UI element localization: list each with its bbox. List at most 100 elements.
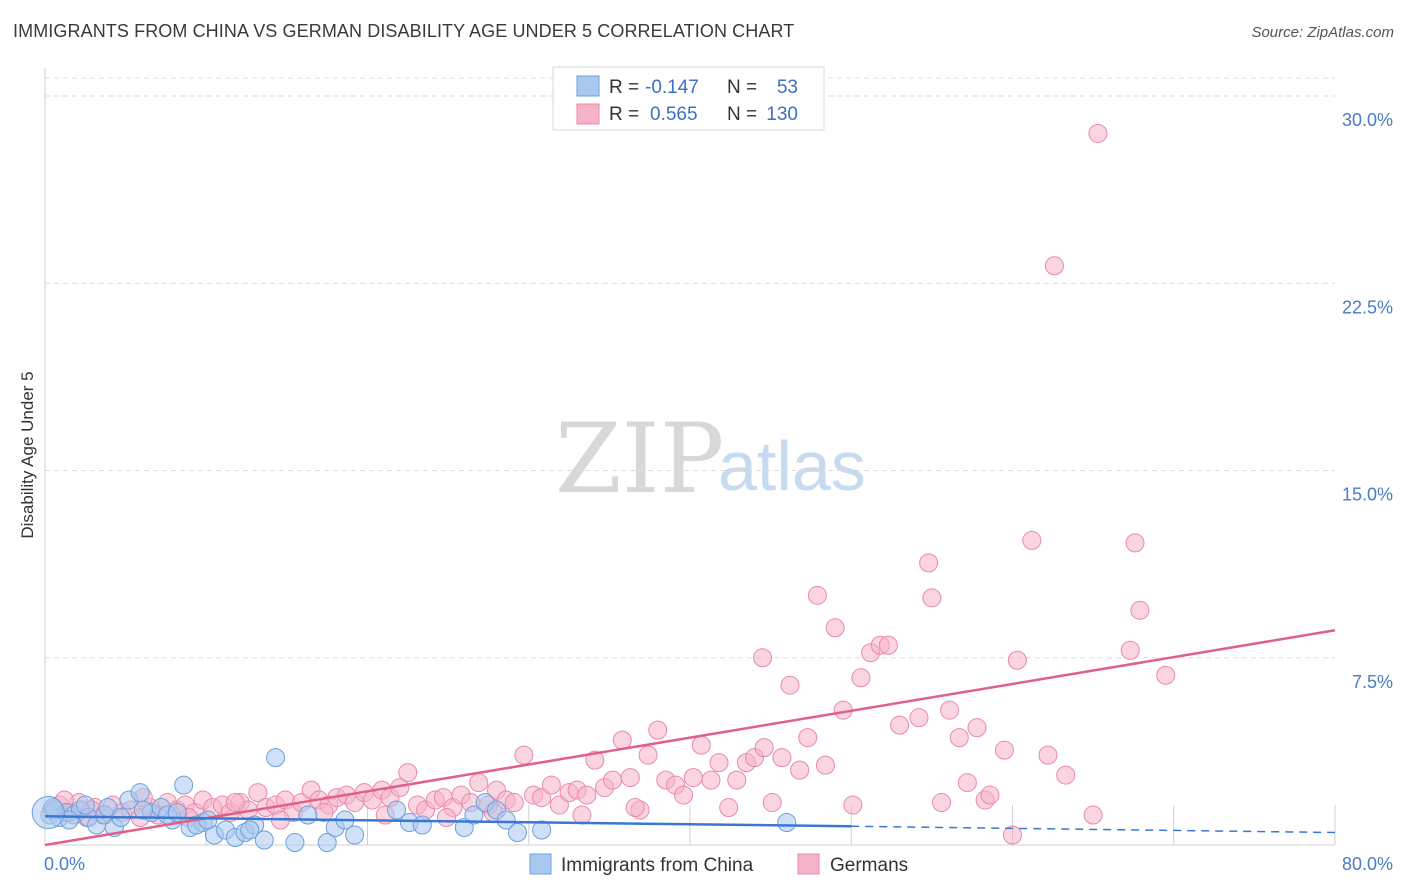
- bottom-legend-label-germans: Germans: [830, 855, 908, 876]
- data-point: [130, 783, 150, 803]
- data-point: [133, 800, 153, 820]
- bottom-legend-label-china: Immigrants from China: [561, 855, 754, 876]
- data-point: [919, 553, 939, 573]
- data-point: [1038, 745, 1058, 765]
- data-point: [843, 795, 863, 815]
- data-point: [709, 753, 729, 773]
- watermark-zip: ZIP: [555, 403, 724, 515]
- data-point: [772, 748, 792, 768]
- data-point: [777, 813, 797, 833]
- series-legend: Immigrants from China Germans: [529, 853, 908, 876]
- trend-lines: [44, 629, 1336, 847]
- legend-r-value-china: -0.147: [645, 77, 699, 98]
- legend-r-value-germans: 0.565: [650, 104, 698, 125]
- bottom-legend-swatch-china: [529, 853, 552, 875]
- data-point: [798, 728, 818, 748]
- watermark-atlas: atlas: [718, 427, 866, 505]
- data-point: [890, 715, 910, 735]
- data-point: [922, 588, 942, 608]
- data-point: [266, 748, 286, 768]
- data-point: [719, 798, 739, 818]
- legend-swatch-germans: [576, 103, 600, 125]
- data-point: [949, 728, 969, 748]
- data-point: [412, 815, 432, 835]
- legend-swatch-china: [576, 75, 600, 97]
- data-point: [504, 793, 524, 813]
- data-point: [75, 795, 95, 815]
- data-point: [648, 720, 668, 740]
- data-point: [298, 805, 318, 825]
- data-point: [932, 793, 952, 813]
- data-point: [387, 800, 407, 820]
- data-point: [674, 785, 694, 805]
- data-point: [437, 808, 457, 828]
- data-point: [469, 773, 489, 793]
- y-tick-label: 22.5%: [1342, 297, 1393, 317]
- data-point: [1003, 825, 1022, 845]
- legend-r-label-china: R =: [609, 77, 639, 98]
- data-point: [701, 770, 721, 790]
- data-point: [967, 718, 987, 738]
- data-point: [825, 618, 845, 638]
- data-point: [1088, 123, 1108, 143]
- data-point: [549, 795, 569, 815]
- data-point: [878, 635, 898, 655]
- data-point: [285, 833, 305, 853]
- data-point: [507, 823, 527, 843]
- stats-legend: R = -0.147 N = 53 R = 0.565 N = 130: [552, 66, 825, 131]
- data-point: [225, 793, 245, 813]
- data-point: [31, 796, 65, 830]
- data-point: [980, 785, 1000, 805]
- data-point: [638, 745, 658, 765]
- data-point: [1044, 256, 1064, 276]
- x-tick-labels: 0.0% 80.0%: [44, 854, 1393, 874]
- data-point: [1056, 765, 1076, 785]
- data-point: [317, 833, 337, 853]
- legend-r-label-germans: R =: [609, 104, 639, 125]
- trend-line-germans: [44, 629, 1336, 847]
- y-tick-label: 7.5%: [1352, 672, 1393, 692]
- data-point: [254, 830, 274, 850]
- data-point: [514, 745, 534, 765]
- data-point: [625, 798, 645, 818]
- data-point: [612, 730, 632, 750]
- legend-n-label-germans: N =: [727, 104, 757, 125]
- data-point: [815, 755, 835, 775]
- y-axis-label: Disability Age Under 5: [18, 371, 37, 538]
- data-point: [572, 805, 592, 825]
- trend-line-china-extension: [851, 825, 1336, 834]
- data-point: [585, 750, 605, 770]
- data-point: [174, 775, 194, 795]
- y-tick-label: 30.0%: [1342, 110, 1393, 130]
- data-point: [532, 820, 552, 840]
- data-point: [851, 668, 871, 688]
- legend-n-label-china: N =: [727, 77, 757, 98]
- x-tick-label: 0.0%: [44, 854, 85, 874]
- data-point: [1120, 640, 1140, 660]
- data-point: [464, 805, 484, 825]
- legend-n-value-china: 53: [777, 77, 798, 98]
- data-point: [577, 785, 597, 805]
- data-point: [620, 768, 640, 788]
- trend-line-china: [44, 815, 852, 828]
- data-point: [1007, 650, 1027, 670]
- data-point: [603, 770, 623, 790]
- data-point: [790, 760, 810, 780]
- data-point: [780, 675, 800, 695]
- data-point: [691, 735, 711, 755]
- data-point: [454, 818, 474, 838]
- data-point: [1083, 805, 1103, 825]
- y-tick-label: 15.0%: [1342, 485, 1393, 505]
- x-tick-label: 80.0%: [1342, 854, 1393, 874]
- data-point: [398, 763, 418, 783]
- chart-title: IMMIGRANTS FROM CHINA VS GERMAN DISABILI…: [13, 21, 795, 41]
- data-point: [727, 770, 747, 790]
- data-point: [762, 793, 782, 813]
- data-point: [753, 648, 773, 668]
- data-point: [1130, 600, 1150, 620]
- grid-lines: [45, 77, 1335, 659]
- data-point: [957, 773, 977, 793]
- data-point: [240, 820, 260, 840]
- y-tick-labels: 7.5% 15.0% 22.5% 30.0%: [1342, 110, 1393, 692]
